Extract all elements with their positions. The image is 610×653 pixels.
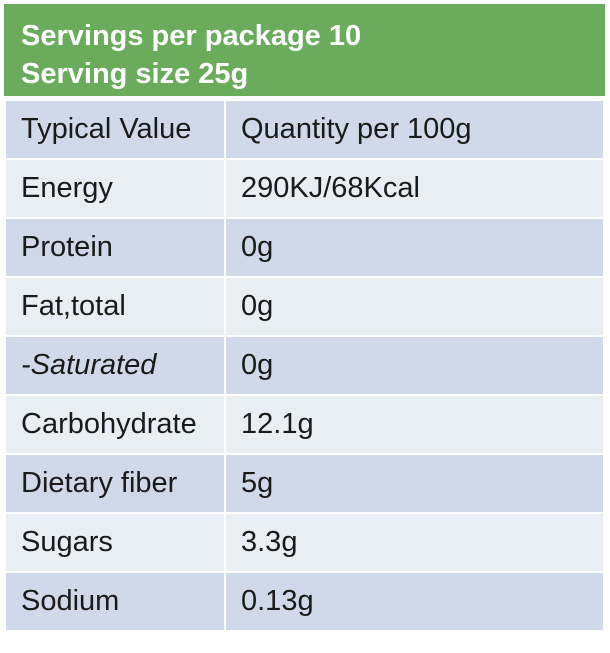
column-header-typical-value: Typical Value (4, 99, 226, 160)
table-row: Fat,total 0g (4, 276, 605, 337)
nutrient-name: Dietary fiber (4, 453, 226, 514)
nutrient-name: -Saturated (4, 335, 226, 396)
nutrition-header: Servings per package 10 Serving size 25g (4, 4, 605, 99)
nutrient-name: Sugars (4, 512, 226, 573)
column-header-quantity: Quantity per 100g (224, 99, 605, 160)
nutrient-name: Energy (4, 158, 226, 219)
nutrient-quantity: 0g (224, 217, 605, 278)
serving-size: Serving size 25g (21, 58, 249, 90)
nutrient-name: Protein (4, 217, 226, 278)
table-header-row: Typical Value Quantity per 100g (4, 99, 605, 160)
table-row: Sodium 0.13g (4, 571, 605, 632)
nutrient-quantity: 0g (224, 335, 605, 396)
nutrient-quantity: 290KJ/68Kcal (224, 158, 605, 219)
nutrient-quantity: 0.13g (224, 571, 605, 632)
table-row: Protein 0g (4, 217, 605, 278)
nutrient-quantity: 12.1g (224, 394, 605, 455)
nutrient-quantity: 5g (224, 453, 605, 514)
table-row: Carbohydrate 12.1g (4, 394, 605, 455)
table-row: Energy 290KJ/68Kcal (4, 158, 605, 219)
nutrient-name: Carbohydrate (4, 394, 226, 455)
nutrition-facts-panel: Servings per package 10 Serving size 25g… (3, 3, 606, 646)
nutrient-name: Fat,total (4, 276, 226, 337)
servings-per-package: Servings per package 10 (21, 20, 362, 52)
table-row: Sugars 3.3g (4, 512, 605, 573)
table-row: -Saturated 0g (4, 335, 605, 396)
nutrient-quantity: 0g (224, 276, 605, 337)
table-row: Dietary fiber 5g (4, 453, 605, 514)
nutrient-name: Sodium (4, 571, 226, 632)
nutrient-quantity: 3.3g (224, 512, 605, 573)
nutrition-table: Typical Value Quantity per 100g Energy 2… (4, 99, 605, 632)
